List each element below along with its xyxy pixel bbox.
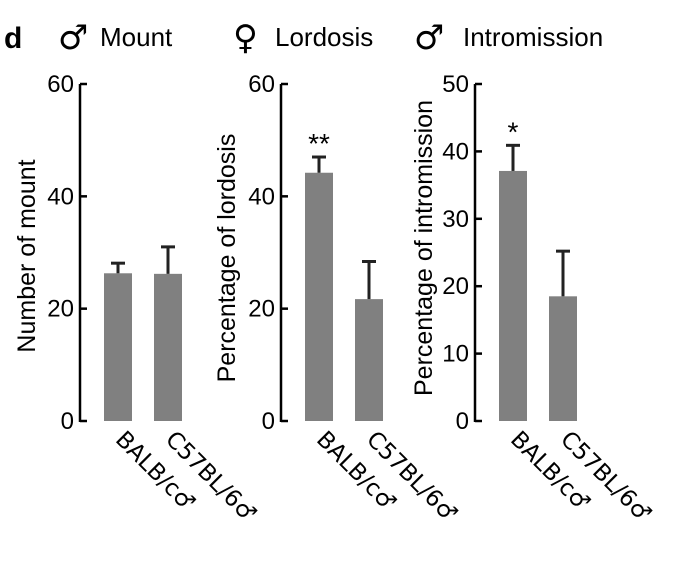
y-tick-label: 20 <box>47 296 74 323</box>
significance-marker: ** <box>308 128 330 159</box>
y-tick-label: 0 <box>262 408 275 435</box>
y-axis-label: Number of mount <box>13 159 41 352</box>
y-tick-label: 20 <box>442 273 469 300</box>
y-tick-label: 10 <box>442 341 469 368</box>
bar <box>305 172 333 421</box>
bar <box>104 273 132 421</box>
y-tick-label: 0 <box>456 408 469 435</box>
chart-title: Mount <box>100 22 173 52</box>
chart-title: Intromission <box>463 22 603 52</box>
panel-label: d <box>4 22 22 55</box>
chart-title: Lordosis <box>275 22 373 52</box>
y-axis-label: Percentage of lordosis <box>213 134 241 383</box>
y-tick-label: 50 <box>442 71 469 98</box>
chart-title-symbol: ♀ <box>233 18 258 58</box>
bar <box>154 273 182 421</box>
y-tick-label: 40 <box>47 183 74 210</box>
y-tick-label: 20 <box>248 296 275 323</box>
bar <box>549 296 577 421</box>
y-tick-label: 30 <box>442 206 469 233</box>
bar <box>355 299 383 421</box>
y-axis-label: Percentage of intromission <box>410 100 438 396</box>
y-tick-label: 40 <box>442 138 469 165</box>
chart-title-symbol: ♂ <box>58 18 88 58</box>
bar <box>499 170 527 421</box>
significance-marker: * <box>508 116 519 147</box>
chart-title-symbol: ♂ <box>414 18 444 58</box>
y-tick-label: 60 <box>248 71 275 98</box>
y-tick-label: 0 <box>61 408 74 435</box>
y-tick-label: 40 <box>248 183 275 210</box>
y-tick-label: 60 <box>47 71 74 98</box>
